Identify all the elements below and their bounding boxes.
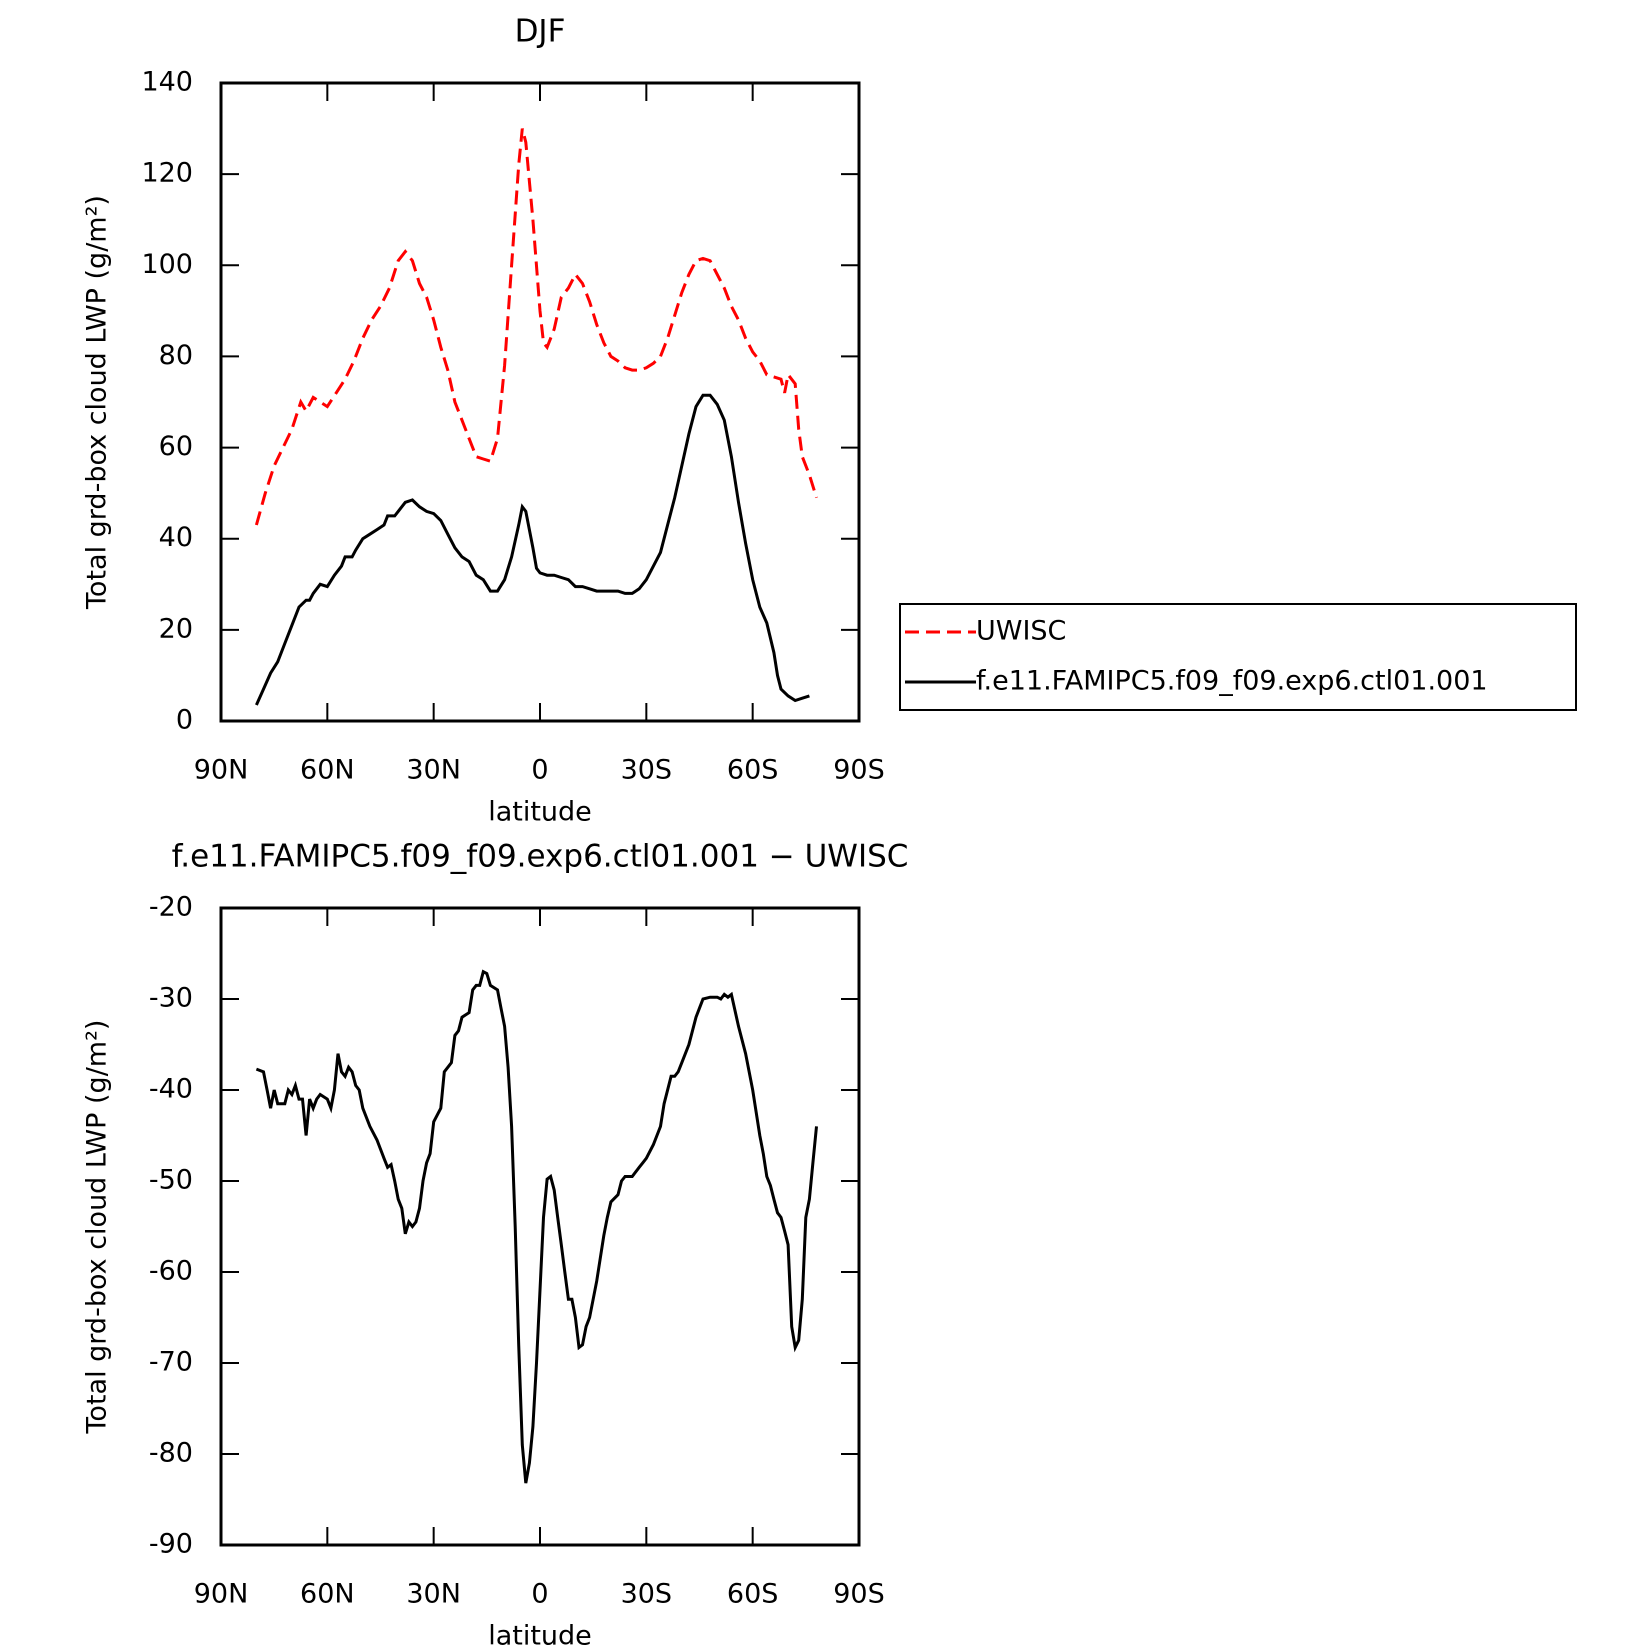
y-tick-label: 120 — [141, 158, 193, 189]
chart-title: DJF — [515, 14, 566, 50]
x-tick-label: 60N — [300, 1579, 355, 1610]
x-tick-label: 90N — [194, 1579, 249, 1610]
y-tick-label: 80 — [159, 340, 193, 371]
legend-box — [899, 603, 1577, 711]
x-tick-label: 30N — [406, 1579, 461, 1610]
y-tick-label: -90 — [149, 1529, 193, 1560]
y-tick-label: -20 — [149, 892, 193, 923]
x-axis-label: latitude — [488, 797, 592, 828]
x-axis-label: latitude — [488, 1621, 592, 1652]
y-tick-label: 100 — [141, 249, 193, 280]
y-axis-label: Total grd-box cloud LWP (g/m²) — [82, 1020, 113, 1435]
y-tick-label: -60 — [149, 1256, 193, 1287]
data-line — [254, 128, 818, 526]
y-tick-label: 60 — [159, 431, 193, 462]
x-tick-label: 30S — [621, 1579, 673, 1610]
x-tick-label: 90N — [194, 755, 249, 786]
y-tick-label: 0 — [176, 705, 193, 736]
y-tick-label: -50 — [149, 1165, 193, 1196]
plot-frame — [219, 906, 861, 1547]
x-tick-label: 30S — [621, 755, 673, 786]
x-tick-label: 0 — [531, 755, 548, 786]
y-tick-label: -80 — [149, 1438, 193, 1469]
x-tick-label: 30N — [406, 755, 461, 786]
data-line — [255, 393, 810, 706]
x-tick-label: 60N — [300, 755, 355, 786]
x-tick-label: 60S — [727, 1579, 779, 1610]
x-tick-label: 90S — [833, 755, 885, 786]
y-tick-label: 140 — [141, 67, 193, 98]
chart-title: f.e11.FAMIPC5.f09_f09.exp6.ctl01.001 − U… — [172, 839, 909, 875]
y-axis-label: Total grd-box cloud LWP (g/m²) — [82, 195, 113, 610]
y-tick-label: 40 — [159, 522, 193, 553]
y-tick-label: 20 — [159, 613, 193, 644]
y-tick-label: -40 — [149, 1074, 193, 1105]
legend-label: UWISC — [976, 616, 1066, 647]
y-tick-label: -30 — [149, 983, 193, 1014]
data-line — [255, 969, 818, 1484]
x-tick-label: 60S — [727, 755, 779, 786]
legend-label: f.e11.FAMIPC5.f09_f09.exp6.ctl01.001 — [976, 666, 1488, 697]
x-tick-label: 90S — [833, 1579, 885, 1610]
x-tick-label: 0 — [531, 1579, 548, 1610]
plot-frame — [219, 81, 861, 723]
y-tick-label: -70 — [149, 1347, 193, 1378]
